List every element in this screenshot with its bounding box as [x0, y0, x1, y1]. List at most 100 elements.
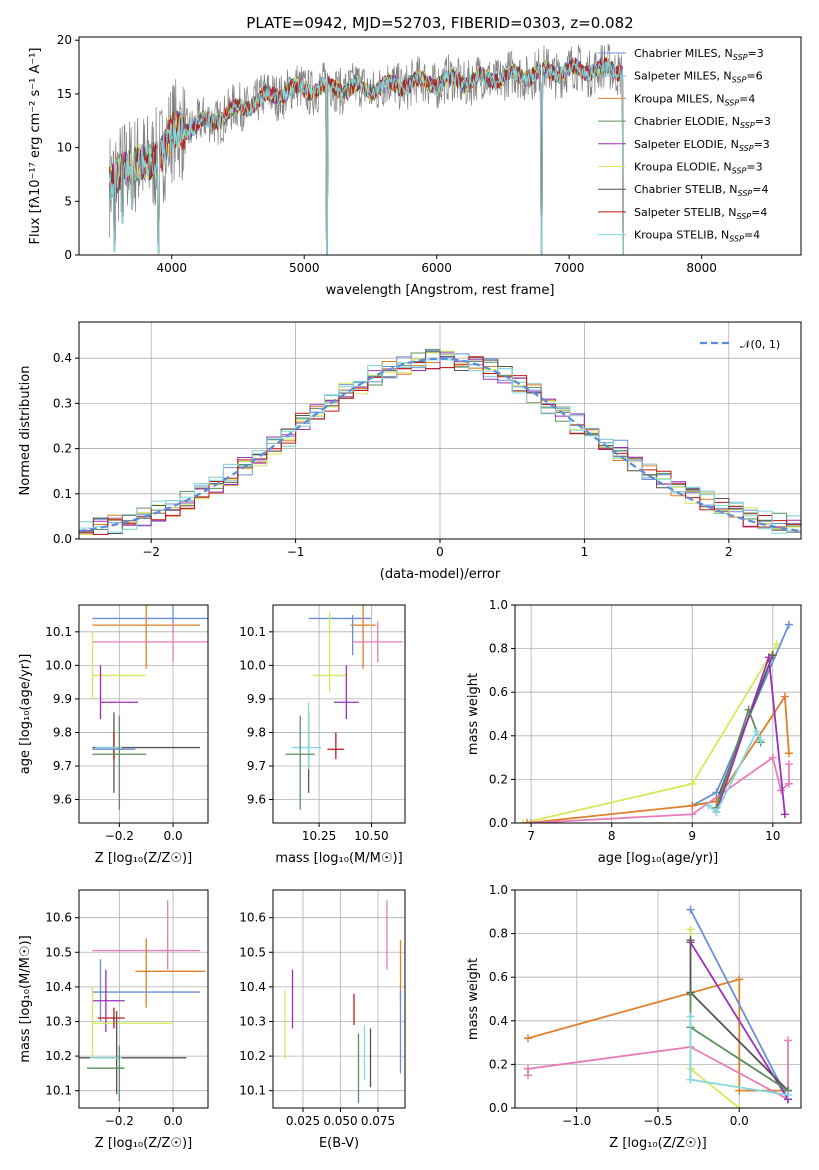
mass-weight-point — [524, 1064, 532, 1073]
legend-entry-n: , N — [709, 92, 724, 105]
legend-entry-n: , N — [714, 229, 729, 242]
y-tick-label: 0.6 — [489, 685, 508, 699]
y-tick-label: 10.6 — [45, 911, 72, 925]
mass-vs-Z-plot-area — [79, 890, 208, 1108]
mass-weight-point — [735, 1104, 744, 1108]
y-tick-label: 0.3 — [53, 396, 72, 410]
mass-weight-point — [688, 779, 697, 788]
mass-weight-point — [686, 1012, 695, 1021]
y-tick-label: 9.9 — [247, 692, 266, 706]
legend-entry-subscript: SSP — [740, 121, 755, 130]
residual-histogram — [79, 356, 801, 535]
legend-entry-n: , N — [724, 138, 739, 151]
mass-weight-point — [704, 801, 713, 810]
mass-weight-point — [686, 1075, 695, 1084]
mass-weight-point — [735, 975, 744, 984]
y-tick-label: 9.9 — [53, 692, 72, 706]
age-vs-Z-marks — [91, 605, 208, 810]
y-tick-label: 10.1 — [239, 625, 266, 639]
mass-weight-point — [527, 819, 536, 823]
y-tick-label: 0.0 — [489, 1101, 508, 1115]
legend-entry: Chabrier ELODIE, NSSP=3 — [634, 115, 771, 130]
mass-weight-point — [784, 620, 793, 629]
x-axis-label: Z [log₁₀(Z/Z☉)] — [609, 1136, 706, 1151]
mass-vs-EBV-plot-area — [273, 890, 405, 1108]
y-tick-label: 20 — [57, 33, 72, 47]
x-tick-label: 2 — [725, 545, 733, 559]
x-tick-label: 0 — [436, 545, 444, 559]
y-tick-label: 9.8 — [247, 725, 266, 739]
x-tick-label: 0.025 — [286, 1114, 320, 1128]
y-tick-label: 10.1 — [239, 1084, 266, 1098]
legend-entry-count: =4 — [744, 229, 760, 242]
y-tick-label: 9.8 — [53, 725, 72, 739]
mass-weight-point — [784, 1090, 792, 1099]
y-tick-label: 9.7 — [53, 759, 72, 773]
y-tick-label: 10.1 — [45, 625, 72, 639]
y-axis-label: mass [log₁₀(M/M☉)] — [18, 935, 33, 1062]
legend-entry-subscript: SSP — [736, 212, 751, 221]
legend-entry-count: =4 — [751, 206, 767, 219]
mass-weight-point — [784, 1036, 792, 1045]
y-tick-label: 10.0 — [45, 658, 72, 672]
legend-entry-n: , N — [722, 183, 737, 196]
residuals-legend: 𝒩(0, 1) — [700, 338, 780, 351]
mass-weight-point — [688, 801, 697, 810]
y-tick-label: 9.6 — [247, 793, 266, 807]
y-tick-label: 10.3 — [239, 1014, 266, 1028]
x-tick-label: −0.2 — [105, 829, 134, 843]
mass-weight-point — [523, 819, 532, 823]
x-tick-label: −2 — [142, 545, 160, 559]
legend-entry: Kroupa STELIB, NSSP=4 — [634, 229, 760, 244]
x-tick-label: 8000 — [686, 261, 717, 275]
mass-weight-line — [692, 654, 774, 807]
y-tick-label: 9.6 — [53, 793, 72, 807]
weight-vs-age-marks — [519, 620, 793, 823]
y-tick-label: 10.0 — [239, 658, 266, 672]
mass-weight-point — [752, 727, 761, 736]
x-axis-label: wavelength [Angstrom, rest frame] — [326, 283, 555, 298]
weight-vs-Z-marks — [524, 905, 792, 1108]
y-tick-label: 0.4 — [53, 351, 72, 365]
residuals-marks — [79, 348, 801, 535]
x-axis-label: (data-model)/error — [380, 567, 501, 582]
legend-entry-count: =3 — [747, 47, 763, 60]
legend-entry-subscript: SSP — [732, 167, 747, 176]
mass-vs-Z-frame — [78, 889, 209, 1109]
y-tick-label: 10.4 — [45, 980, 72, 994]
y-tick-label: 10.2 — [239, 1049, 266, 1063]
mass-vs-metallicity-panel: −0.2 0.0 10.1 10.2 10.3 10.4 10.5 10.6 Z [log₁₀(… — [18, 889, 209, 1151]
legend-entry: Salpeter MILES, NSSP=6 — [634, 70, 763, 85]
legend-entry: Kroupa MILES, NSSP=4 — [634, 92, 755, 107]
y-axis-label: Normed distribution — [18, 366, 33, 496]
figure-title: PLATE=0942, MJD=52703, FIBERID=0303, z=0… — [246, 14, 633, 32]
legend-entry-subscript: SSP — [729, 235, 744, 244]
y-axis-label: Flux [fλ10⁻¹⁷ erg cm⁻² s⁻¹ A⁻¹] — [28, 48, 43, 245]
legend-entry-name: Kroupa MILES — [634, 92, 709, 105]
residuals-panel: −2 −1 0 1 2 0.0 0.1 0.2 0.3 0.4 (data-model)/error… — [18, 321, 802, 582]
x-tick-label: 10.50 — [354, 829, 388, 843]
mass-weight-point — [688, 810, 697, 819]
mass-vs-EBV-marks — [284, 900, 402, 1103]
legend-entry-count: =6 — [746, 70, 762, 83]
legend-entry-name: Kroupa STELIB — [634, 229, 714, 242]
y-tick-label: 0.8 — [489, 927, 508, 941]
y-tick-label: 0.8 — [489, 642, 508, 656]
legend-entry-subscript: SSP — [738, 189, 753, 198]
legend-entry-n: , N — [718, 47, 733, 60]
x-tick-label: 9 — [688, 829, 696, 843]
legend-entry-subscript: SSP — [724, 98, 739, 107]
y-tick-label: 1.0 — [489, 883, 508, 897]
mass-vs-Z-marks — [79, 900, 206, 1102]
x-tick-label: 6000 — [421, 261, 452, 275]
x-tick-label: −0.2 — [105, 1114, 134, 1128]
mass-weight-point — [784, 760, 793, 769]
spectrum-marks — [109, 43, 624, 255]
legend-entry-n: , N — [716, 161, 731, 174]
y-tick-label: 10 — [57, 141, 72, 155]
legend-entry-n: , N — [716, 70, 731, 83]
legend-entry-name: Kroupa ELODIE — [634, 161, 716, 174]
mass-weight-point — [519, 819, 528, 823]
x-tick-label: 4000 — [156, 261, 187, 275]
